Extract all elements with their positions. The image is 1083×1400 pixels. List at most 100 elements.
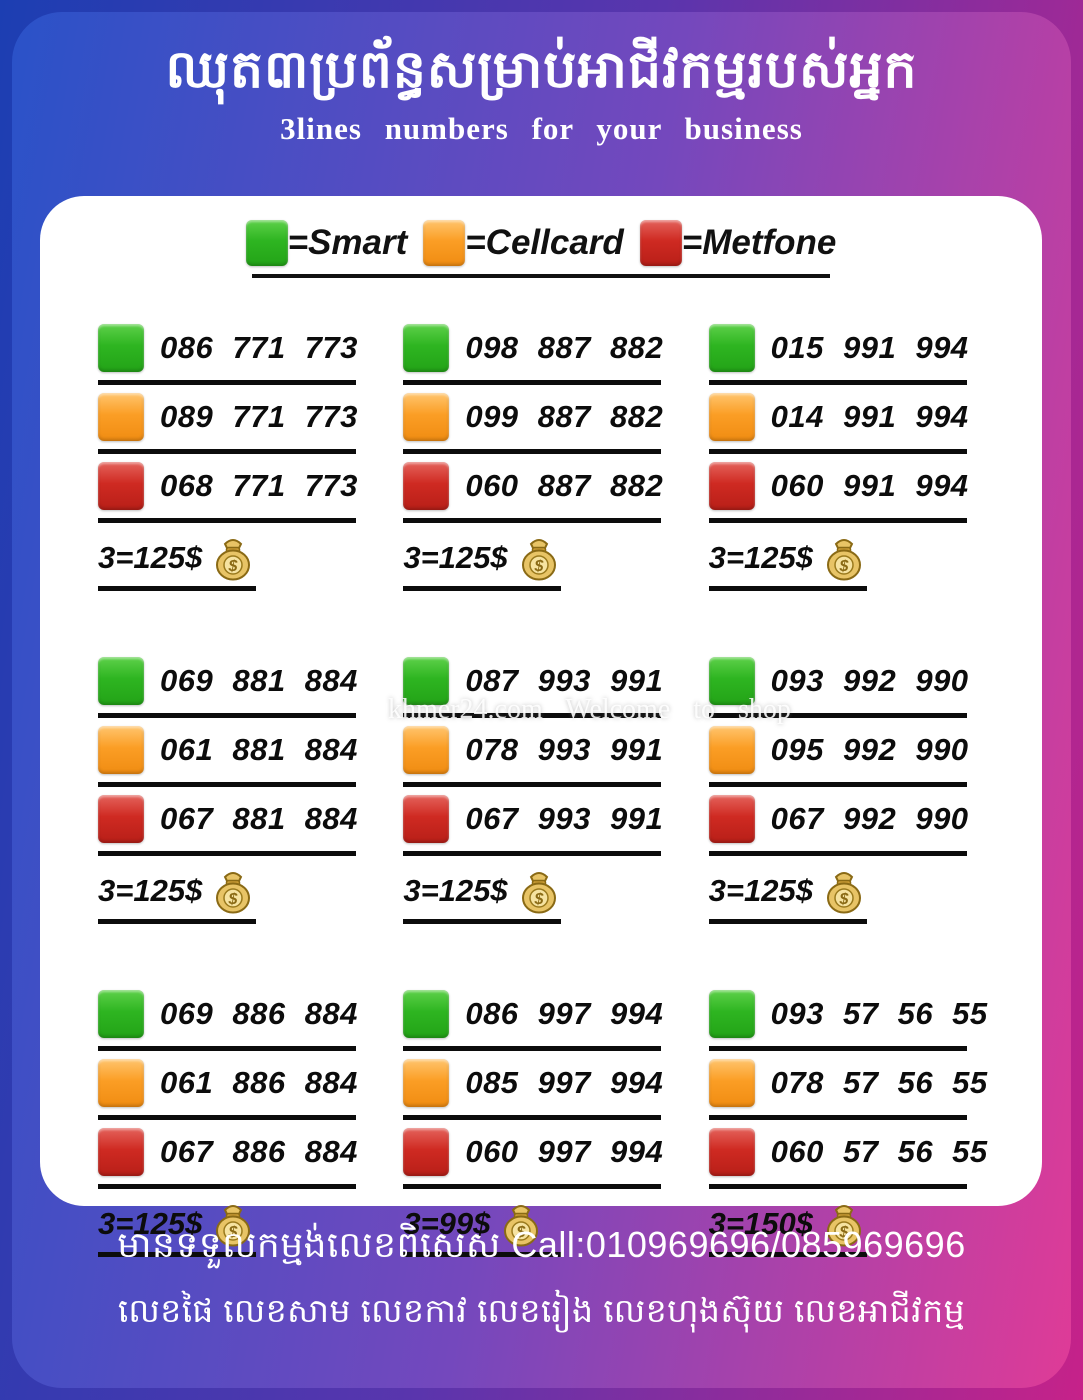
cellcard-square-icon: [708, 726, 755, 774]
number-divider: [403, 713, 662, 718]
number-divider: [708, 851, 967, 856]
number-group: 087 993 991 078 993 991 067 993 991 3=125$ $: [403, 649, 688, 924]
metfone-square-icon: [98, 1128, 144, 1176]
metfone-square-icon: [708, 462, 755, 510]
number-row-smart: 093 57 56 55: [708, 990, 994, 1038]
metfone-square-icon: [403, 795, 450, 843]
poster-header: ឈុត៣ប្រព័ន្ធសម្រាប់អាជីវកម្មរបស់អ្នក 3li…: [0, 41, 1083, 147]
number-group: 093 57 56 55 078 57 56 55 060 57 56 55 3=15…: [708, 982, 994, 1257]
number-group: 086 997 994 085 997 994 060 997 994 3=99$ $: [403, 982, 688, 1257]
money-bag-icon: $: [521, 872, 556, 914]
number-divider: [708, 380, 967, 385]
number-group: 093 992 990 095 992 990 067 992 990 3=125$ $: [708, 649, 994, 924]
smart-square-icon: [708, 657, 755, 705]
smart-square-icon: [708, 990, 755, 1038]
svg-text:$: $: [533, 558, 544, 575]
phone-number: 078 57 56 55: [770, 1065, 988, 1100]
number-row-smart: 086 771 773: [98, 324, 383, 372]
price-row: 3=125$ $: [403, 535, 688, 581]
number-divider: [98, 851, 356, 856]
money-bag-icon: $: [826, 872, 861, 914]
phone-number: 099 887 882: [465, 399, 664, 434]
phone-number: 095 992 990: [770, 732, 969, 767]
metfone-square-icon: [708, 795, 755, 843]
subtitle-english: 3lines numbers for your business: [280, 111, 803, 147]
number-row-metfone: 067 993 991: [403, 795, 688, 843]
number-divider: [98, 1046, 356, 1051]
watermark: khmer24.com Welcome to shop: [388, 694, 791, 725]
number-row-smart: 093 992 990: [708, 657, 994, 705]
number-divider: [98, 518, 356, 523]
svg-text:$: $: [228, 891, 239, 908]
number-group: 086 771 773 089 771 773 068 771 773 3=125$ $: [98, 316, 383, 591]
number-divider: [708, 713, 967, 718]
price-label: 3=125$: [403, 540, 508, 575]
numbers-grid: 086 771 773 089 771 773 068 771 773 3=125$ $…: [40, 278, 1042, 1257]
price-divider: [403, 919, 562, 924]
price-divider: [403, 1252, 562, 1257]
price-divider: [98, 919, 256, 924]
phone-number: 068 771 773: [160, 468, 358, 503]
number-row-cellcard: 099 887 882: [403, 393, 688, 441]
number-group: 098 887 882 099 887 882 060 887 882 3=125$ $: [403, 316, 688, 591]
number-divider: [708, 449, 967, 454]
poster-footer: មានទទួលកម្មង់លេខពិសេស Call:010969696/085…: [0, 1222, 1083, 1339]
legend-label-metfone: =Metfone: [681, 223, 837, 262]
price-divider: [98, 1252, 256, 1257]
price-label: 3=125$: [708, 540, 813, 575]
number-divider: [403, 518, 662, 523]
number-row-metfone: 067 886 884: [98, 1128, 383, 1176]
legend-item-smart: =Smart: [245, 220, 407, 266]
number-divider: [403, 380, 662, 385]
number-divider: [98, 1184, 356, 1189]
legend-divider: [252, 274, 830, 278]
smart-square-icon: [98, 657, 144, 705]
price-divider: [708, 586, 867, 591]
svg-text:$: $: [516, 1224, 527, 1241]
footer-contact-line: មានទទួលកម្មង់លេខពិសេស Call:010969696/085…: [117, 1224, 966, 1265]
price-label: 3=99$: [403, 1206, 491, 1241]
phone-number: 060 991 994: [770, 468, 969, 503]
price-divider: [708, 1252, 867, 1257]
number-divider: [403, 1115, 662, 1120]
price-label: 3=125$: [98, 540, 203, 575]
price-row: 3=125$ $: [98, 868, 383, 914]
smart-square-icon: [403, 324, 450, 372]
number-row-smart: 098 887 882: [403, 324, 688, 372]
numbers-card: =Smart =Cellcard =Metfone 086 771 773 089…: [40, 196, 1042, 1257]
number-divider: [98, 449, 356, 454]
smart-square-icon: [708, 324, 755, 372]
money-bag-icon: $: [826, 1205, 861, 1247]
phone-number: 089 771 773: [160, 399, 358, 434]
phone-number: 067 886 884: [160, 1134, 358, 1169]
carrier-legend: =Smart =Cellcard =Metfone: [40, 196, 1042, 266]
footer-number-types-line: លេខផៃ លេខសាម លេខកាវ លេខរៀង លេខហុងស៊ុយ លេ…: [117, 1292, 966, 1329]
number-group: 069 886 884 061 886 884 067 886 884 3=125$ $: [98, 982, 383, 1257]
title-khmer: ឈុត៣ប្រព័ន្ធសម្រាប់អាជីវកម្មរបស់អ្នក: [165, 41, 918, 99]
phone-number: 067 993 991: [465, 801, 664, 836]
phone-number: 060 997 994: [465, 1134, 664, 1169]
number-row-cellcard: 014 991 994: [708, 393, 994, 441]
number-row-smart: 015 991 994: [708, 324, 994, 372]
number-divider: [403, 1184, 662, 1189]
svg-text:$: $: [228, 558, 239, 575]
money-bag-icon: $: [521, 539, 556, 581]
legend-label-cellcard: =Cellcard: [465, 223, 624, 262]
phone-number: 060 887 882: [465, 468, 664, 503]
svg-text:$: $: [839, 891, 850, 908]
price-label: 3=125$: [98, 1206, 203, 1241]
phone-number: 069 886 884: [160, 996, 358, 1031]
money-bag-icon: $: [504, 1205, 539, 1247]
number-group: 015 991 994 014 991 994 060 991 994 3=125$ $: [708, 316, 994, 591]
price-row: 3=125$ $: [403, 868, 688, 914]
number-divider: [708, 1184, 967, 1189]
number-row-cellcard: 061 886 884: [98, 1059, 383, 1107]
phone-number: 085 997 994: [465, 1065, 664, 1100]
svg-text:$: $: [839, 1224, 850, 1241]
smart-square-icon: [403, 990, 450, 1038]
phone-number: 015 991 994: [770, 330, 969, 365]
number-divider: [98, 713, 356, 718]
cellcard-square-icon: [708, 1059, 755, 1107]
phone-number: 067 992 990: [770, 801, 969, 836]
legend-item-metfone: =Metfone: [639, 220, 837, 266]
